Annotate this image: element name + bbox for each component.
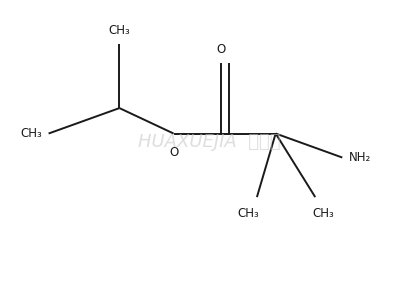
Text: CH₃: CH₃: [20, 127, 42, 140]
Text: CH₃: CH₃: [313, 207, 334, 220]
Text: CH₃: CH₃: [109, 24, 130, 37]
Text: O: O: [217, 43, 226, 56]
Text: HUAXUEJIA  化学加: HUAXUEJIA 化学加: [138, 133, 280, 151]
Text: O: O: [169, 146, 178, 159]
Text: NH₂: NH₂: [349, 151, 371, 164]
Text: CH₃: CH₃: [238, 207, 260, 220]
